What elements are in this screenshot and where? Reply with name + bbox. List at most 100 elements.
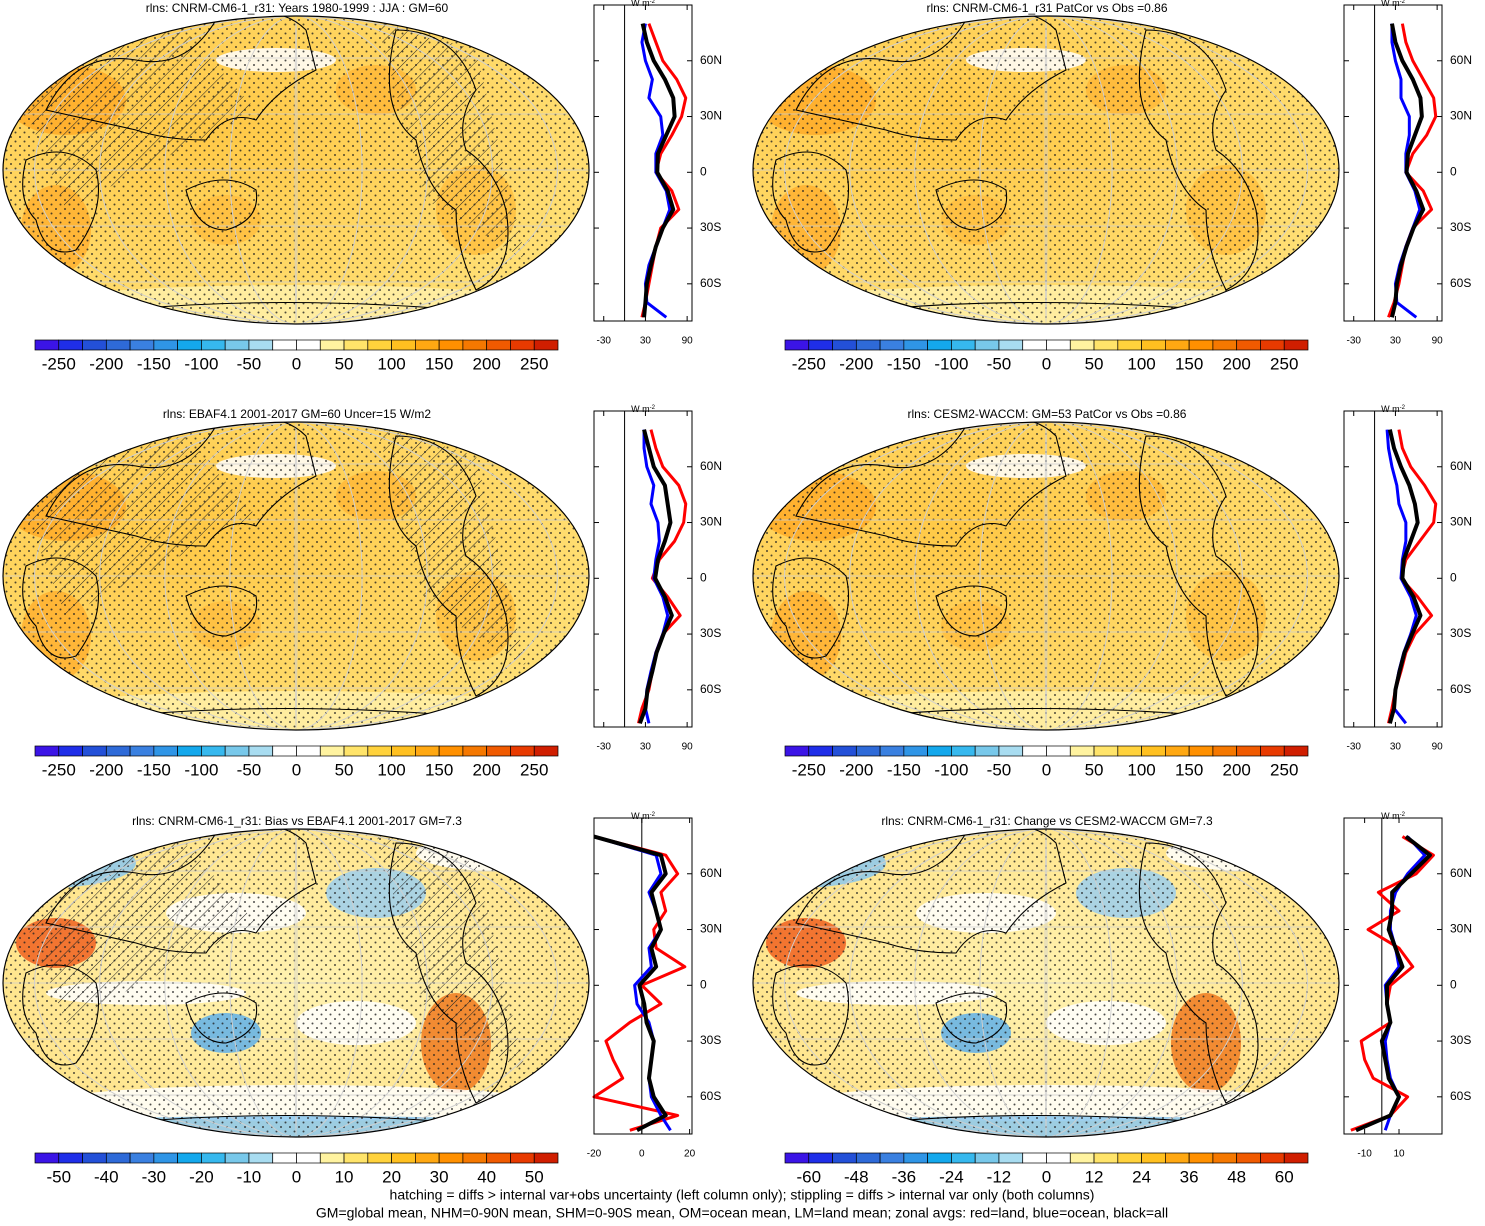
zonal-line — [1387, 429, 1423, 724]
y-tick-label: 30N — [1450, 922, 1472, 936]
unit-label: W m-2 — [1381, 404, 1405, 414]
zonal-line — [1387, 429, 1438, 724]
colorbar-box — [129, 745, 155, 757]
colorbar-box — [391, 1152, 416, 1164]
colorbar-label: 20 — [382, 1167, 401, 1186]
colorbar-box — [438, 1152, 464, 1164]
colorbar-label: -24 — [939, 1167, 964, 1186]
colorbar-box — [82, 1152, 107, 1164]
colorbar-label: -150 — [137, 760, 171, 779]
colorbar-label: 50 — [1085, 354, 1104, 373]
colorbar-box — [1188, 745, 1214, 757]
coastline — [45, 16, 317, 141]
colorbar-box — [486, 339, 511, 351]
unit-label: W m-2 — [631, 811, 655, 821]
y-tick-label: 60N — [700, 866, 722, 880]
zonal-line — [1389, 23, 1426, 318]
colorbar-box — [510, 1152, 535, 1164]
y-tick-label: 30S — [700, 220, 721, 234]
x-tick-label: -30 — [1347, 336, 1362, 347]
colorbar-box — [1283, 745, 1309, 757]
coastline — [795, 422, 1067, 547]
coastline — [388, 29, 509, 291]
colorbar-box — [367, 339, 392, 351]
colorbar-box — [1046, 745, 1071, 757]
colorbar-box — [105, 339, 131, 351]
colorbar-box — [998, 339, 1024, 351]
colorbar-box — [343, 339, 369, 351]
colorbar-box — [1260, 745, 1285, 757]
colorbar-box — [438, 745, 464, 757]
zonal-frame — [1343, 4, 1443, 322]
colorbar-label: 150 — [1175, 354, 1203, 373]
unit-superscript: -2 — [1400, 0, 1406, 5]
colorbar-box — [438, 339, 464, 351]
coastline — [22, 151, 99, 253]
colorbar-box — [998, 745, 1024, 757]
colorbar-label: -50 — [46, 1167, 71, 1186]
colorbar-label: -200 — [89, 354, 123, 373]
x-tick-label: 20 — [684, 1149, 696, 1160]
colorbar-box — [808, 1152, 833, 1164]
colorbar-box — [998, 1152, 1024, 1164]
colorbar-label: 50 — [525, 1167, 544, 1186]
zonal-plot: W m-2 -30 30 90 60N 30N 0 30S 60S — [1343, 0, 1472, 347]
colorbar-box — [1069, 339, 1095, 351]
map-field — [753, 829, 1339, 1137]
colorbar-label: -200 — [839, 354, 873, 373]
colorbar-box — [272, 745, 297, 757]
map — [752, 15, 1340, 325]
colorbar-label: 250 — [1270, 760, 1298, 779]
colorbar-label: -40 — [94, 1167, 119, 1186]
colorbar-box — [82, 745, 107, 757]
colorbar-box — [296, 1152, 321, 1164]
colorbar-box — [296, 745, 321, 757]
map-field — [3, 829, 589, 1137]
colorbar-label: -100 — [934, 354, 968, 373]
colorbar-box — [1236, 339, 1261, 351]
y-tick-label: 60N — [1450, 53, 1472, 67]
colorbar-label: 0 — [1042, 1167, 1051, 1186]
colorbar-box — [832, 745, 857, 757]
y-tick-label: 60N — [700, 53, 722, 67]
colorbar-label: 250 — [520, 760, 548, 779]
coastline — [185, 992, 258, 1044]
colorbar-label: 12 — [1085, 1167, 1104, 1186]
map — [2, 15, 590, 325]
y-tick-label: 0 — [700, 164, 707, 178]
coastline — [1138, 842, 1259, 1104]
colorbar-box — [1260, 339, 1285, 351]
y-tick-label: 30N — [700, 109, 722, 123]
panel-title: rlns: CESM2-WACCM: GM=53 PatCor vs Obs =… — [908, 407, 1187, 421]
y-tick-label: 30N — [700, 922, 722, 936]
colorbar-box — [129, 1152, 155, 1164]
colorbar-box — [58, 339, 83, 351]
colorbar-box — [105, 745, 131, 757]
colorbar-box — [82, 339, 107, 351]
y-tick-label: 60S — [700, 276, 721, 290]
map-border — [2, 828, 590, 1138]
colorbar-box — [1212, 1152, 1238, 1164]
colorbar-box — [58, 1152, 83, 1164]
x-tick-label: 90 — [682, 336, 694, 347]
colorbar-box — [153, 339, 178, 351]
colorbar-box — [201, 339, 226, 351]
x-tick-label: 0 — [639, 1149, 645, 1160]
colorbar-box — [319, 339, 345, 351]
colorbar-box — [832, 1152, 857, 1164]
zonal-line — [637, 429, 688, 724]
colorbar-box — [1212, 745, 1238, 757]
colorbar-box — [533, 339, 559, 351]
unit-label: W m-2 — [1381, 0, 1405, 8]
map-field — [3, 422, 589, 730]
colorbar-label: -20 — [189, 1167, 214, 1186]
unit-text: W m — [631, 0, 650, 8]
x-tick-label: 30 — [1390, 336, 1402, 347]
colorbar-label: 0 — [1042, 354, 1051, 373]
colorbar-box — [34, 745, 60, 757]
x-tick-label: -10 — [1357, 1149, 1372, 1160]
panel: rlns: EBAF4.1 2001-2017 GM=60 Uncer=15 W… — [2, 404, 722, 779]
colorbar-box — [1188, 339, 1214, 351]
colorbar-box — [224, 745, 250, 757]
y-tick-label: 0 — [1450, 164, 1457, 178]
